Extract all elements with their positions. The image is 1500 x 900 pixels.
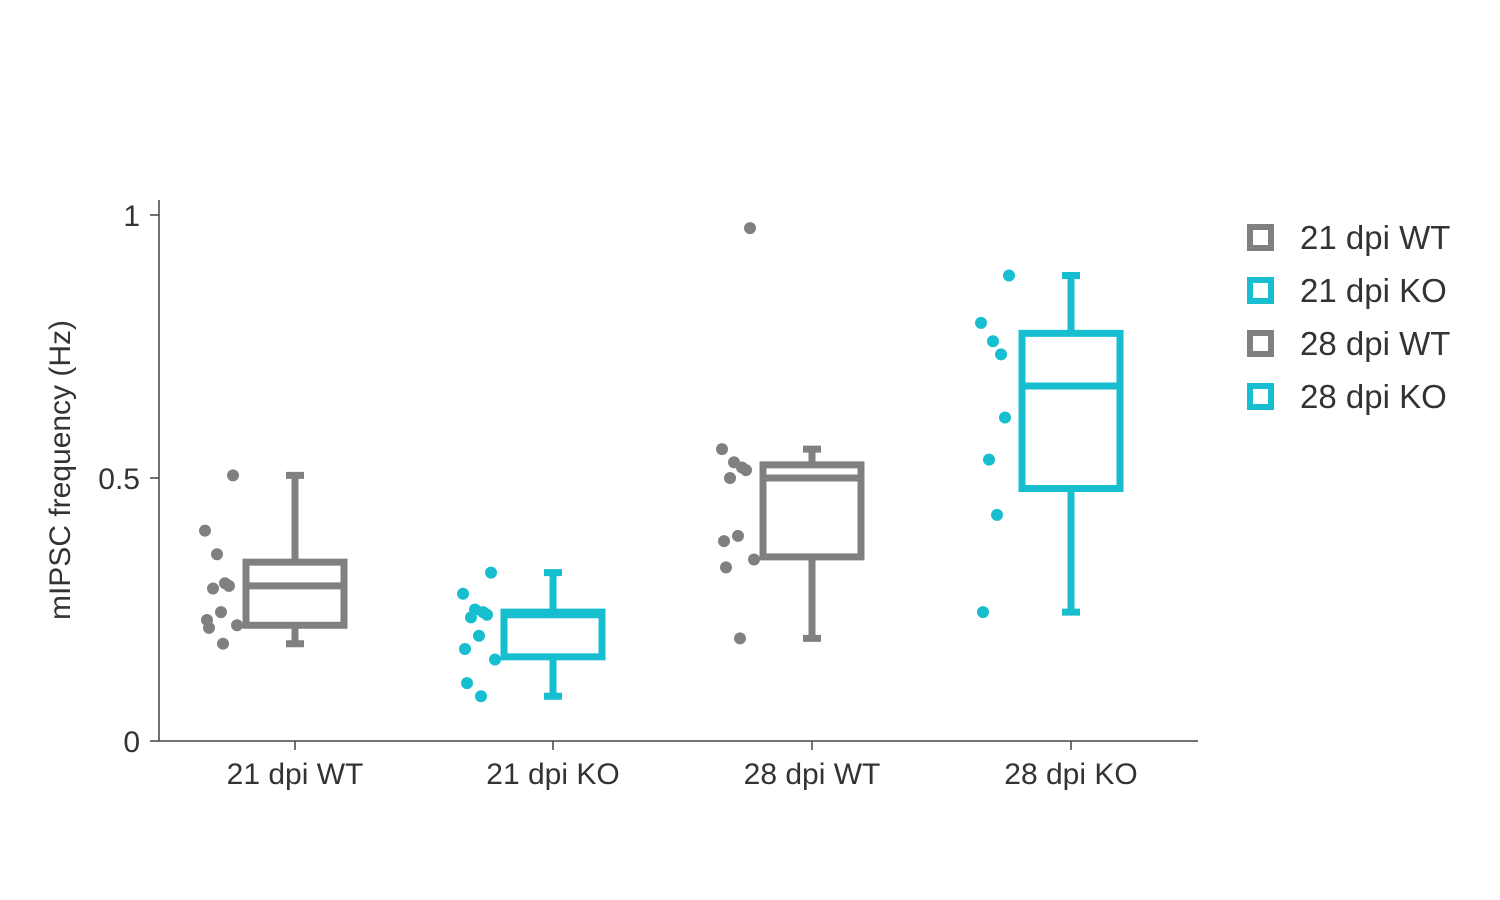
box-iqr <box>1018 329 1124 493</box>
legend-label: 28 dpi WT <box>1300 325 1450 362</box>
box-group <box>716 222 865 645</box>
data-point <box>459 642 471 655</box>
data-point <box>999 411 1011 424</box>
y-tick-label: 0 <box>123 726 140 759</box>
data-point <box>215 606 227 619</box>
x-tick-label: 21 dpi WT <box>227 758 364 791</box>
legend-label: 28 dpi KO <box>1300 378 1447 415</box>
data-point <box>485 566 497 579</box>
data-point <box>716 443 728 456</box>
box-iqr <box>759 461 865 561</box>
data-point <box>734 632 746 645</box>
legend: 21 dpi WT 21 dpi KO 28 dpi WT 28 dpi KO <box>1247 219 1450 415</box>
box-group <box>199 469 348 650</box>
data-point <box>203 621 215 634</box>
data-point <box>473 629 485 642</box>
data-point <box>457 587 469 600</box>
data-point <box>720 561 732 574</box>
data-point <box>207 582 219 595</box>
data-point <box>211 548 223 561</box>
box-iqr <box>500 608 606 661</box>
y-ticks: 00.51 <box>98 200 159 759</box>
y-axis-title: mIPSC frequency (Hz) <box>44 320 77 620</box>
legend-swatch <box>1247 277 1274 304</box>
legend-label: 21 dpi WT <box>1300 219 1450 256</box>
legend-swatch <box>1247 383 1274 410</box>
data-point <box>748 553 760 566</box>
x-tick-label: 28 dpi KO <box>1004 758 1137 791</box>
box-group <box>457 566 606 703</box>
data-point <box>481 608 493 621</box>
data-point <box>991 508 1003 521</box>
data-point <box>977 606 989 619</box>
box-iqr <box>242 558 348 629</box>
x-ticks: 21 dpi WT 21 dpi KO 28 dpi WT 28 dpi KO <box>227 741 1138 791</box>
data-point <box>489 653 501 666</box>
data-point <box>223 579 235 592</box>
axes <box>158 200 1198 742</box>
data-point <box>983 453 995 466</box>
data-point <box>217 637 229 650</box>
data-point <box>732 529 744 542</box>
legend-label: 21 dpi KO <box>1300 272 1447 309</box>
y-tick-label: 1 <box>123 200 140 233</box>
plot-area <box>199 222 1124 703</box>
data-point <box>724 472 736 484</box>
data-point <box>740 464 752 477</box>
data-point <box>744 222 756 235</box>
data-point <box>227 469 239 482</box>
data-point <box>987 335 999 348</box>
data-point <box>199 524 211 537</box>
data-point <box>475 690 487 703</box>
data-point <box>461 677 473 690</box>
legend-swatch <box>1247 330 1274 357</box>
data-point <box>718 535 730 548</box>
x-tick-label: 28 dpi WT <box>744 758 881 791</box>
y-tick-label: 0.5 <box>98 463 140 496</box>
legend-swatch <box>1247 224 1274 251</box>
box-group <box>975 269 1124 619</box>
data-point <box>231 619 243 632</box>
data-point <box>1003 269 1015 282</box>
data-point <box>995 348 1007 361</box>
x-tick-label: 21 dpi KO <box>486 758 619 791</box>
data-point <box>465 611 477 624</box>
data-point <box>975 316 987 329</box>
